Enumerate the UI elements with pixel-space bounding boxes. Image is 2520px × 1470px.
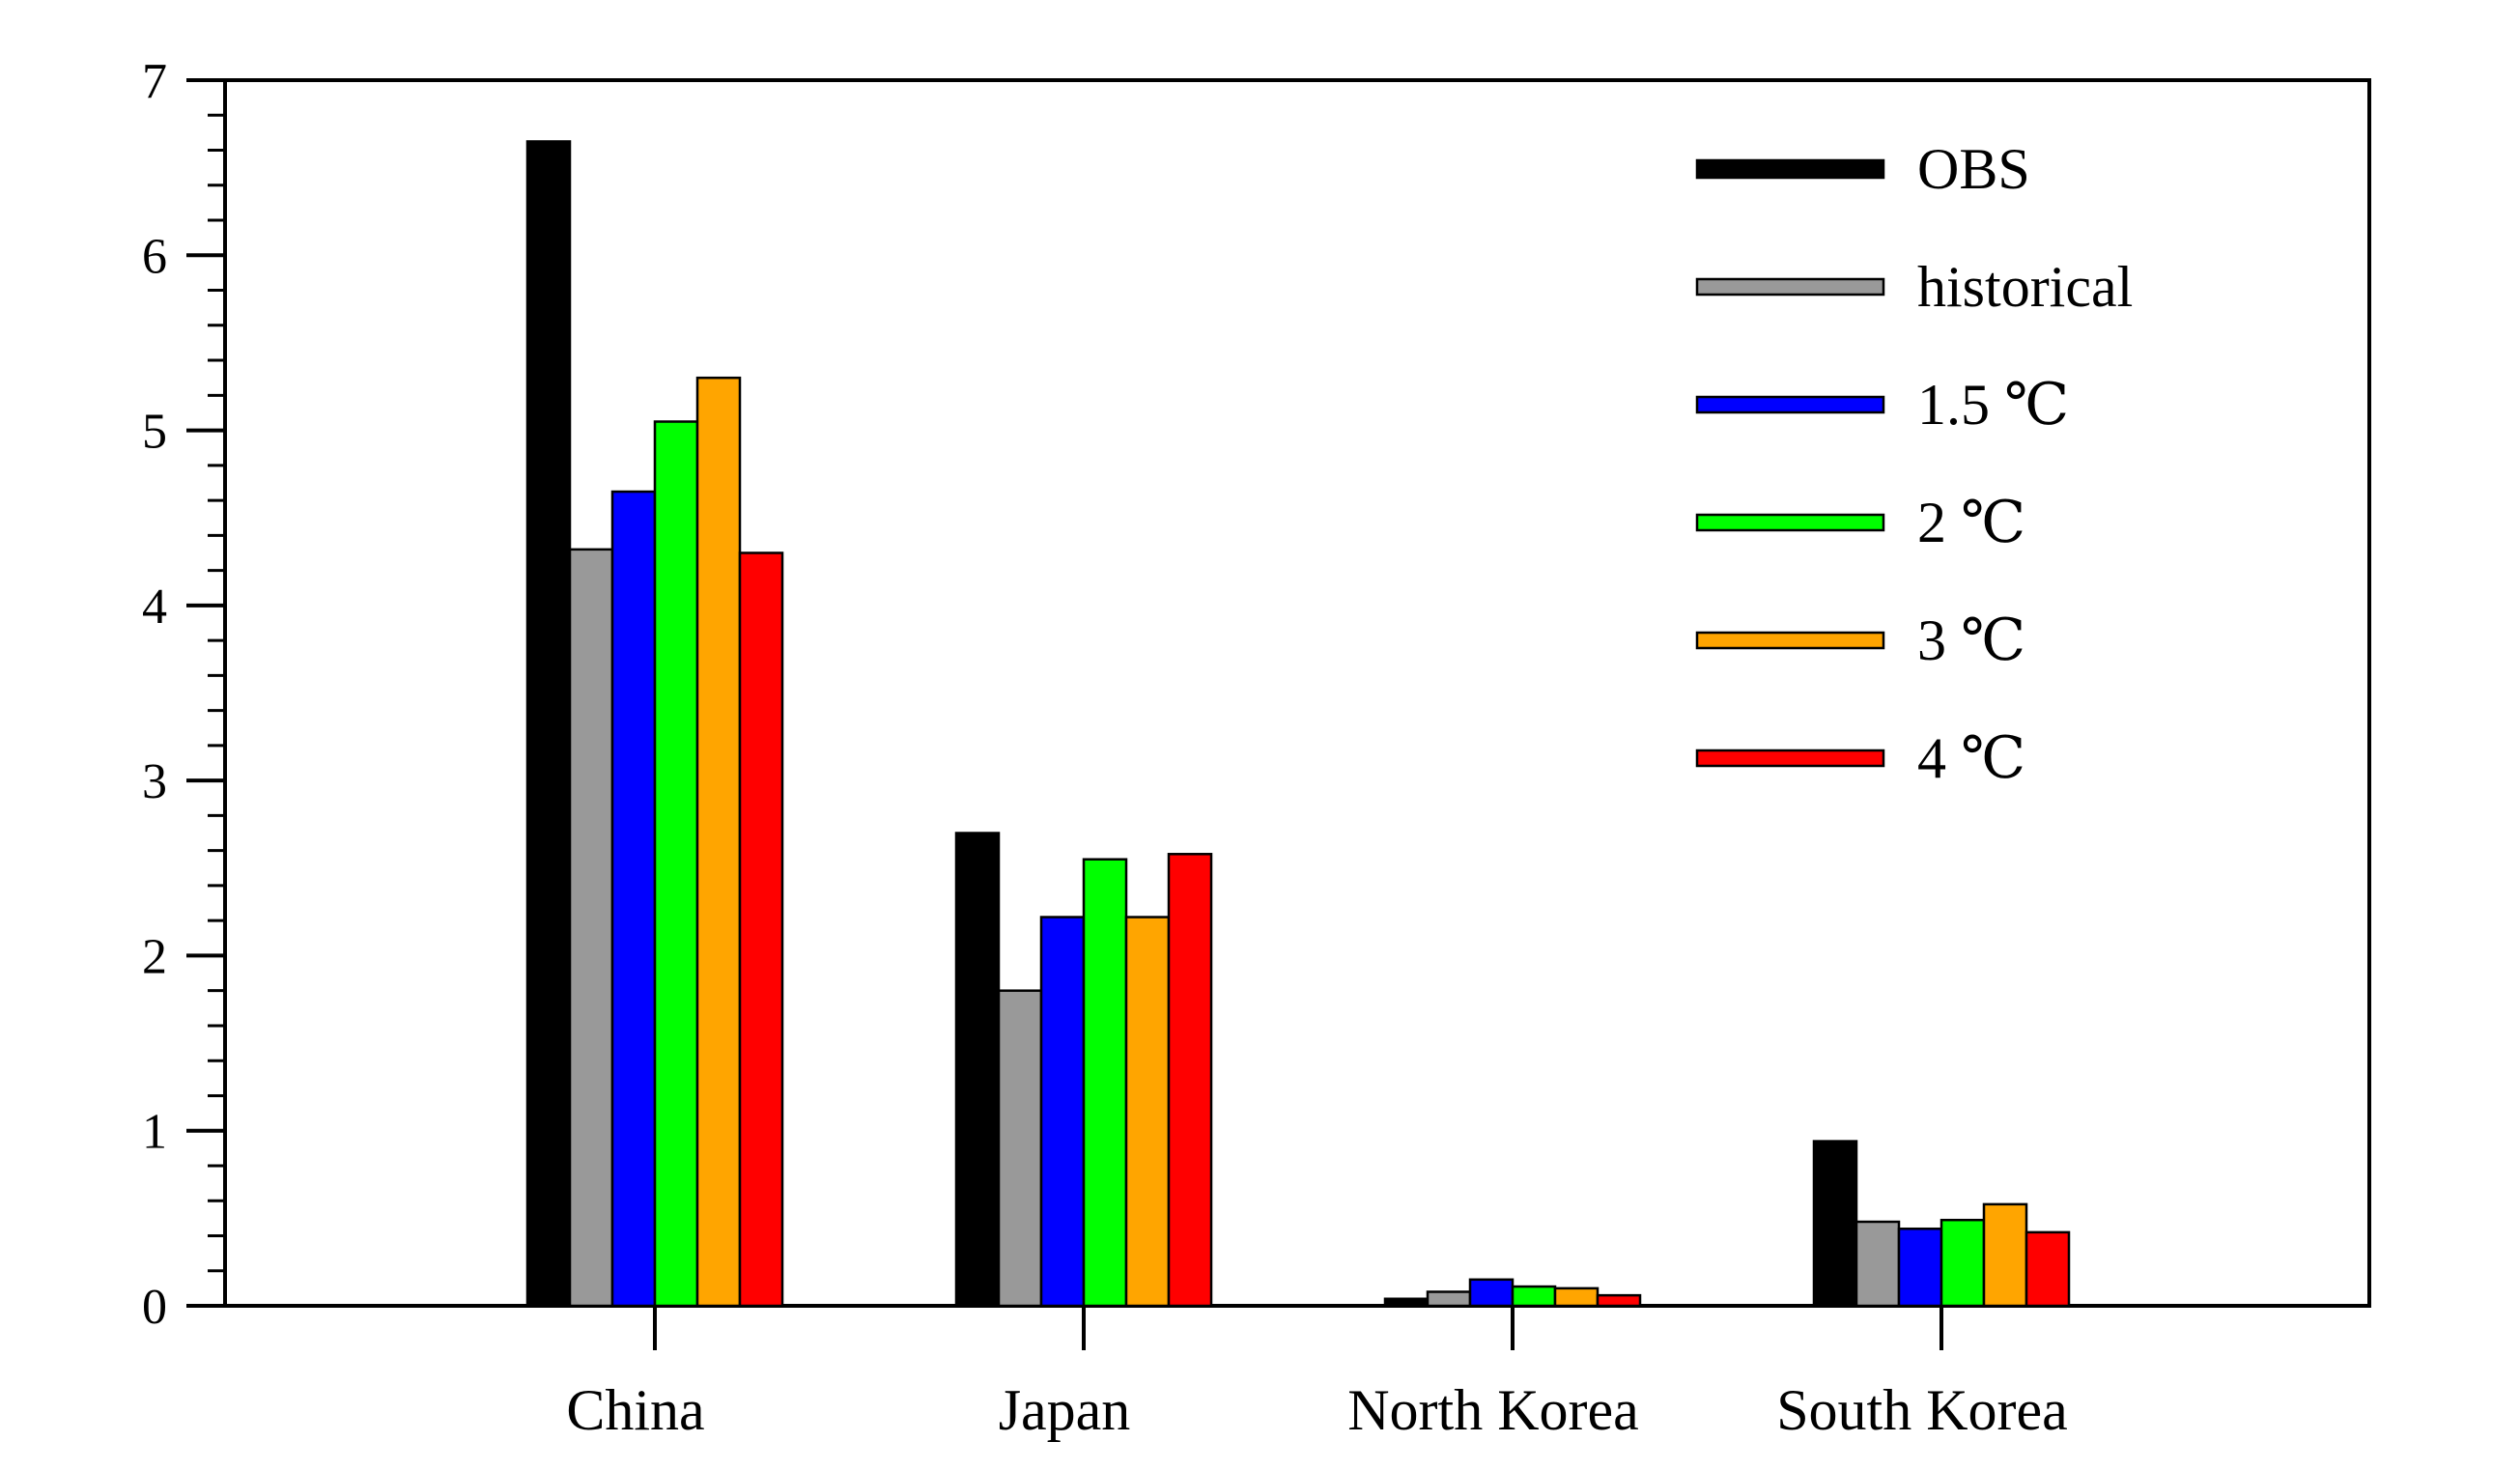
y-tick-label: 4 xyxy=(142,580,167,635)
legend-label: 1.5 ℃ xyxy=(1917,373,2069,437)
x-axis: China Japan North Korea South Korea xyxy=(566,1306,2068,1442)
legend-label: 4 ℃ xyxy=(1917,726,2025,790)
bar-china-2 xyxy=(610,490,657,1308)
y-tick-label: 6 xyxy=(142,229,167,284)
bar-china-1 xyxy=(568,548,614,1308)
y-tick-label: 3 xyxy=(142,754,167,809)
bar-south-korea-1 xyxy=(1855,1220,1901,1308)
bar-south-korea-0 xyxy=(1812,1140,1858,1308)
y-tick-label: 7 xyxy=(142,54,167,109)
legend-swatch xyxy=(1695,749,1885,768)
bar-north-korea-2 xyxy=(1468,1278,1515,1308)
legend-swatch xyxy=(1695,631,1885,650)
bar-north-korea-3 xyxy=(1511,1285,1557,1308)
y-tick-label: 1 xyxy=(142,1105,167,1160)
legend-label: OBS xyxy=(1917,137,2030,201)
y-tick-label: 2 xyxy=(142,929,167,984)
bar-north-korea-0 xyxy=(1383,1297,1430,1308)
plot-area xyxy=(223,78,2371,1308)
legend-swatch xyxy=(1695,395,1885,414)
bar-china-5 xyxy=(738,551,784,1308)
x-tick-label: China xyxy=(566,1378,704,1442)
bar-japan-3 xyxy=(1082,858,1128,1308)
bar-japan-4 xyxy=(1124,916,1171,1308)
bar-china-4 xyxy=(695,376,742,1308)
bar-japan-1 xyxy=(997,989,1043,1308)
x-tick-label: Japan xyxy=(999,1378,1131,1442)
bar-south-korea-2 xyxy=(1897,1227,1943,1308)
x-tick-label: South Korea xyxy=(1776,1378,2068,1442)
legend-swatch xyxy=(1695,158,1885,180)
bar-south-korea-3 xyxy=(1940,1218,1986,1308)
y-tick-label: 0 xyxy=(142,1280,167,1335)
bar-north-korea-5 xyxy=(1596,1293,1642,1308)
legend: OBS historical 1.5 ℃ 2 ℃ 3 ℃ 4 ℃ xyxy=(1695,137,2133,790)
bars xyxy=(525,140,2071,1308)
plot-frame xyxy=(223,78,2371,1308)
legend-swatch xyxy=(1695,513,1885,532)
bar-north-korea-1 xyxy=(1426,1290,1472,1308)
bar-japan-5 xyxy=(1167,853,1213,1308)
bar-south-korea-4 xyxy=(1982,1202,2028,1308)
bar-south-korea-5 xyxy=(2024,1230,2071,1308)
y-tick-label: 5 xyxy=(142,405,167,460)
legend-label: 2 ℃ xyxy=(1917,491,2025,554)
legend-label: historical xyxy=(1917,255,2133,319)
y-axis: 0 1 2 3 4 5 6 7 xyxy=(142,54,225,1335)
bar-china-0 xyxy=(525,140,572,1308)
bar-china-3 xyxy=(653,420,699,1308)
legend-swatch xyxy=(1695,277,1885,297)
bar-north-korea-4 xyxy=(1553,1286,1600,1308)
bar-japan-2 xyxy=(1039,916,1086,1308)
bar-japan-0 xyxy=(954,832,1001,1308)
legend-label: 3 ℃ xyxy=(1917,608,2025,672)
x-tick-label: North Korea xyxy=(1347,1378,1639,1442)
